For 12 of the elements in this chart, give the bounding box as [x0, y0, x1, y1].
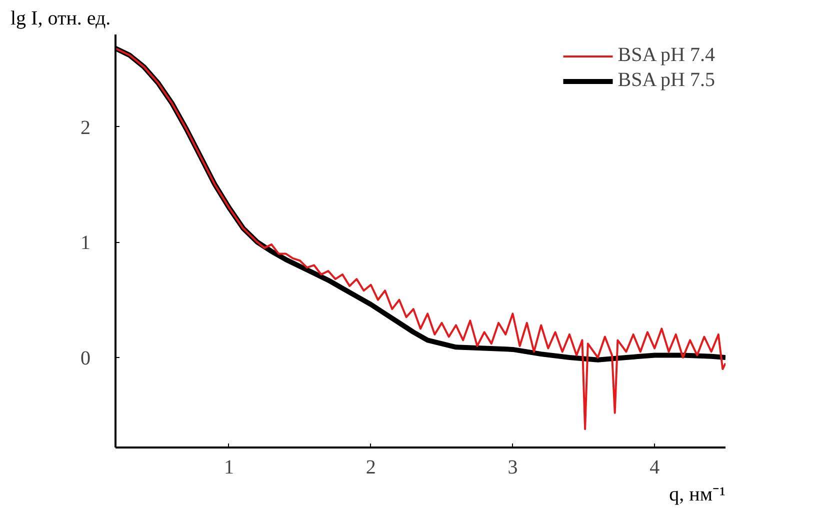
x-axis-title: q, нм⁻¹	[669, 484, 726, 506]
x-tick-label: 1	[224, 456, 234, 478]
legend-label: BSA pH 7.5	[618, 69, 715, 92]
y-tick-label: 1	[80, 232, 90, 254]
y-tick-label: 2	[80, 116, 90, 139]
y-tick-label: 0	[80, 348, 90, 370]
legend-label: BSA pH 7.4	[618, 44, 715, 67]
x-tick-label: 2	[366, 456, 376, 478]
x-tick-label: 3	[508, 456, 518, 478]
line-series	[116, 47, 726, 430]
y-axis-title: lg I, отн. ед.	[10, 8, 111, 30]
x-tick-label: 4	[650, 456, 660, 478]
